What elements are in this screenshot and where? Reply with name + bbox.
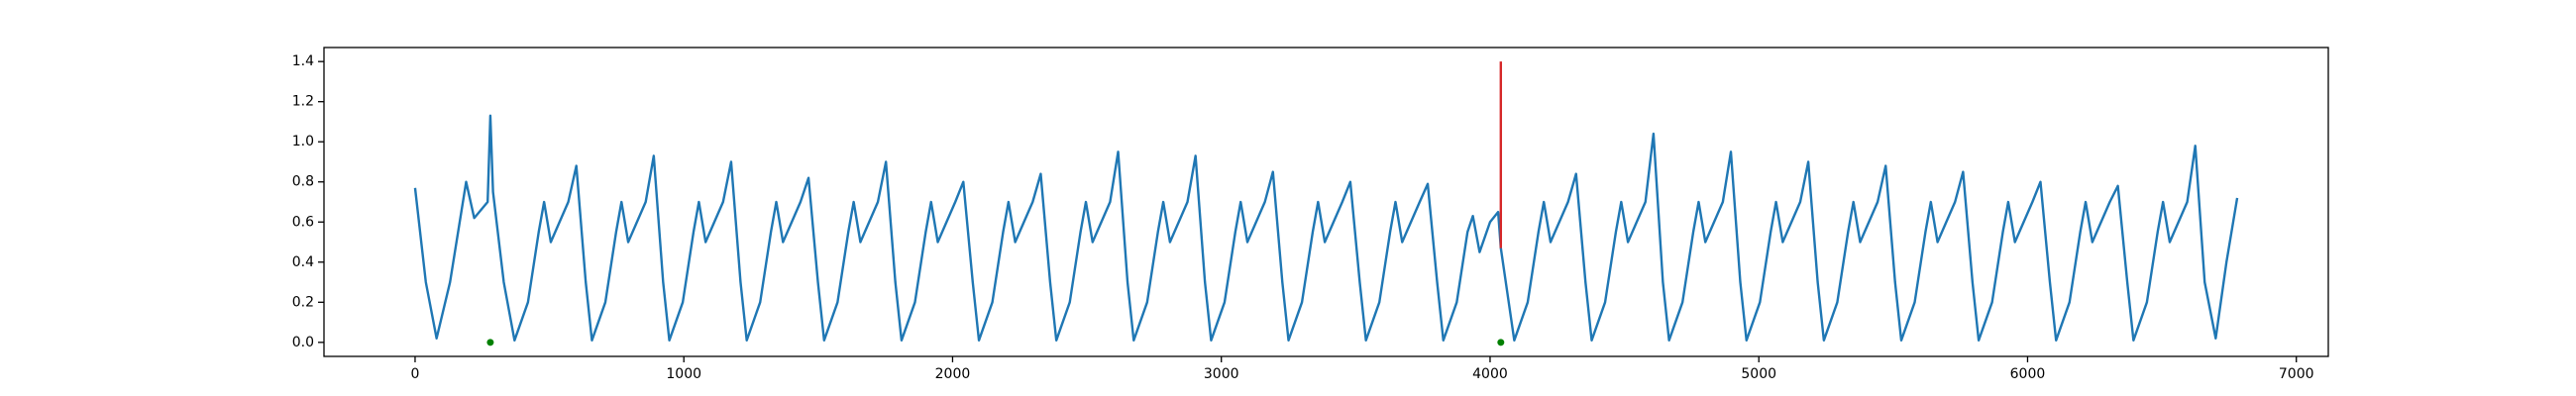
x-tick-label: 1000 xyxy=(666,366,701,382)
x-tick-label: 6000 xyxy=(2010,366,2046,382)
axes-frame xyxy=(323,47,2329,357)
y-tick-label: 0.2 xyxy=(292,294,314,310)
x-tick-label: 2000 xyxy=(935,366,971,382)
x-tick-label: 3000 xyxy=(1204,366,1239,382)
data-point xyxy=(1497,339,1505,346)
y-tick-label: 0.8 xyxy=(292,174,314,190)
data-line xyxy=(413,114,2239,342)
x-tick-label: 7000 xyxy=(2279,366,2314,382)
x-tick-label: 5000 xyxy=(1741,366,1776,382)
x-tick-label: 0 xyxy=(410,366,419,382)
x-tick-label: 4000 xyxy=(1472,366,1508,382)
data-point xyxy=(486,339,494,346)
y-tick-label: 0.0 xyxy=(292,335,314,350)
y-tick-label: 1.0 xyxy=(292,134,314,149)
y-tick-label: 1.4 xyxy=(292,53,314,69)
y-tick-label: 1.2 xyxy=(292,94,314,110)
y-tick-label: 0.4 xyxy=(292,254,314,270)
y-tick-label: 0.6 xyxy=(292,214,314,230)
